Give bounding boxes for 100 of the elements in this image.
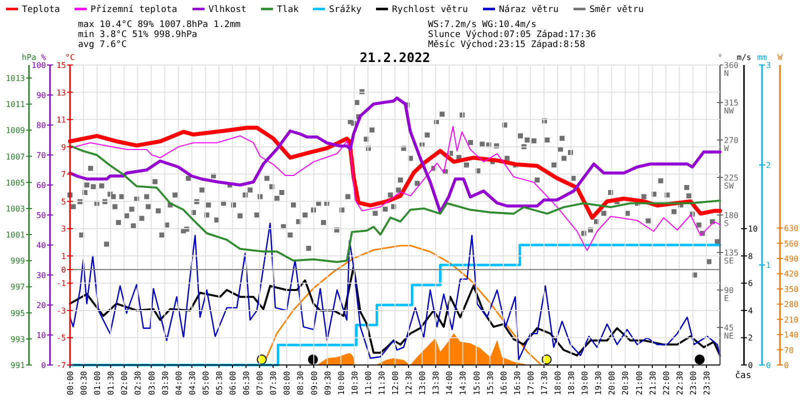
y-tick-label: 70 xyxy=(784,346,794,355)
legend-label: Přízemní teplota xyxy=(90,4,178,15)
y2-tick-label: 4 xyxy=(748,306,753,316)
y2-tick-label: 0 xyxy=(41,361,46,370)
y3-tick-label: 1 xyxy=(766,261,771,270)
x-tick-label: 20:30 xyxy=(621,370,630,396)
y-tick-label: 3 xyxy=(61,224,66,234)
x-tick-label: 23:30 xyxy=(702,370,712,396)
x-tick-label: 08:30 xyxy=(296,370,306,396)
line-series xyxy=(69,144,721,263)
x-tick-label: 02:30 xyxy=(134,370,143,396)
y3-tick-label: 995 xyxy=(10,308,26,318)
x-tick-label: 19:00 xyxy=(580,370,590,396)
y-tick-label: 630 xyxy=(784,224,799,234)
x-tick-label: 08:00 xyxy=(282,370,292,396)
x-tick-label: 19:30 xyxy=(594,370,604,396)
y3-tick-label: 997 xyxy=(10,282,26,292)
line-series xyxy=(68,96,722,214)
y2-tick-label: 10 xyxy=(748,224,758,234)
y-tick-label: 11 xyxy=(56,116,66,125)
x-tick-label: 00:30 xyxy=(80,370,89,396)
y-tick-label: 350 xyxy=(784,284,799,294)
y3-tick-label: 1011 xyxy=(6,100,26,110)
x-tick-label: 01:30 xyxy=(106,370,116,396)
legend-label: Náraz větru xyxy=(499,4,559,15)
y-tick-label: 180 S xyxy=(724,211,739,228)
y3-tick-label: 999 xyxy=(10,256,26,266)
x-tick-label: 16:00 xyxy=(499,370,508,396)
x-tick-label: 04:00 xyxy=(174,370,184,396)
y-tick-label: 9 xyxy=(61,142,66,152)
y-tick-label: 210 xyxy=(784,315,799,324)
x-tick-label: 05:30 xyxy=(214,370,224,396)
chart-title: 21.2.2022 xyxy=(360,51,430,66)
y-tick-label: 0 xyxy=(61,266,66,275)
y2-tick-label: 2 xyxy=(748,334,753,343)
x-tick-label: 17:00 xyxy=(526,370,536,396)
y-tick-label: 1 xyxy=(61,252,66,261)
y-tick-label: 13 xyxy=(56,88,66,98)
y-tick-label: 270 W xyxy=(724,136,739,153)
text: WS:7.2m/s WG:10.4m/s xyxy=(428,20,536,30)
x-tick-label: 21:00 xyxy=(634,370,644,396)
y3-tick-label: 1007 xyxy=(6,152,26,162)
x-tick-label: 04:30 xyxy=(188,370,197,396)
legend-label: Rychlost větru xyxy=(392,4,468,15)
text: Měsíc Východ:23:15 Západ:8:58 xyxy=(428,39,586,50)
y2-tick-label: 30 xyxy=(36,271,46,280)
x-tick-label: 03:30 xyxy=(160,370,170,396)
y-tick-label: -5 xyxy=(56,334,66,343)
y-tick-label: 90 E xyxy=(724,286,734,303)
x-tick-label: 10:00 xyxy=(336,370,346,396)
legend-label: Vlhkost xyxy=(208,5,246,15)
y-tick-label: 15 xyxy=(56,61,66,70)
text: min 3.8°C 51% 998.9hPa xyxy=(78,30,198,40)
y3-axis-title: hPa xyxy=(22,53,36,62)
x-tick-label: 16:30 xyxy=(512,370,522,396)
y-tick-label: 7 xyxy=(61,170,66,180)
x-tick-label: 12:00 xyxy=(391,370,400,396)
legend-label: Teplota xyxy=(22,5,60,15)
y2-tick-label: 70 xyxy=(36,151,46,160)
y2-tick-label: 90 xyxy=(36,91,46,100)
line-series xyxy=(69,222,721,360)
x-tick-label: 13:30 xyxy=(432,370,441,396)
y-tick-label: 490 xyxy=(784,254,799,264)
x-tick-label: 10:30 xyxy=(350,370,360,396)
y2-axis-title: % xyxy=(41,53,46,62)
y2-tick-label: 80 xyxy=(36,121,46,130)
x-tick-label: 14:30 xyxy=(458,370,468,396)
x-tick-label: 22:30 xyxy=(675,370,684,396)
legend-label: Směr větru xyxy=(590,4,644,15)
text: Slunce Východ:07:05 Západ:17:36 xyxy=(428,29,596,40)
y2-tick-label: 10 xyxy=(36,331,46,340)
y-axis-title: ° xyxy=(718,53,722,62)
x-tick-label: 18:00 xyxy=(554,370,562,396)
y-tick-label: -1 xyxy=(56,279,66,288)
y-tick-label: 140 xyxy=(784,330,799,340)
x-tick-label: 13:00 xyxy=(418,370,428,396)
x-tick-label: 18:30 xyxy=(567,370,576,396)
y3-tick-label: 2 xyxy=(766,161,771,170)
x-tick-label: 11:30 xyxy=(377,370,386,396)
y-tick-label: 315 NW xyxy=(724,98,739,116)
x-tick-label: 03:00 xyxy=(147,370,156,396)
x-tick-label: 09:30 xyxy=(323,370,332,396)
x-tick-label: 17:30 xyxy=(540,370,549,396)
y-tick-label: -3 xyxy=(56,306,66,316)
y-tick-label: 5 xyxy=(61,197,66,206)
x-tick-label: 23:00 xyxy=(688,370,698,396)
x-tick-label: 15:00 xyxy=(472,370,482,396)
y-tick-label: -7 xyxy=(56,361,66,370)
y-tick-label: 45 NE xyxy=(724,324,734,340)
y3-tick-label: 1001 xyxy=(6,230,26,240)
x-tick-label: 05:00 xyxy=(201,370,210,396)
x-tick-label: 07:30 xyxy=(269,370,278,396)
x-tick-label: 20:00 xyxy=(608,370,617,396)
y-tick-label: 360 N xyxy=(724,61,739,78)
x-tick-label: 09:00 xyxy=(310,370,319,396)
y-axis-title: °C xyxy=(65,53,75,62)
y2-tick-label: 50 xyxy=(36,211,46,220)
x-tick-label: 01:00 xyxy=(93,370,102,396)
y-tick-label: 420 xyxy=(784,270,799,279)
x-tick-label: 02:00 xyxy=(120,370,130,396)
